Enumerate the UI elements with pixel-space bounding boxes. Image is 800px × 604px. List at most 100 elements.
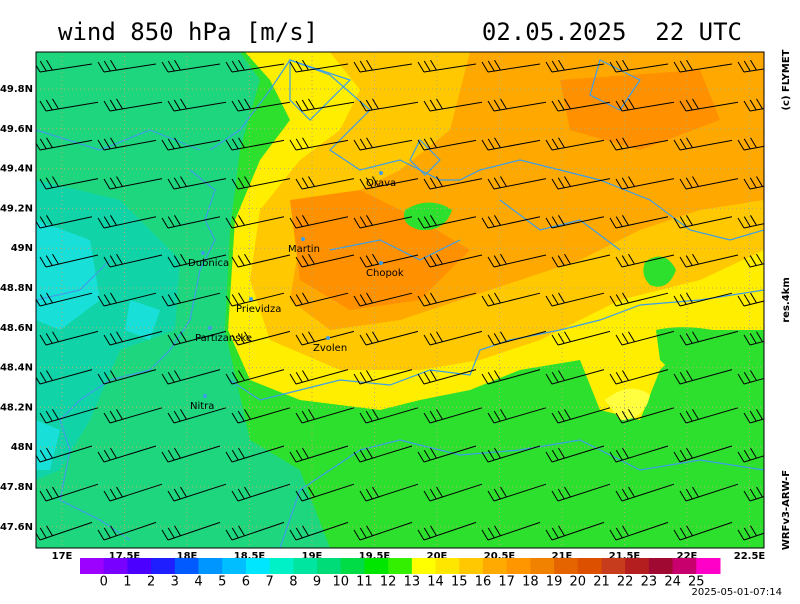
colorbar-label: 11 [356, 575, 373, 590]
wind-barb [161, 292, 221, 307]
wind-barb [737, 292, 764, 307]
border [279, 439, 764, 548]
wind-barb [359, 407, 419, 424]
colorbar-swatch [506, 558, 531, 574]
wind-barb [615, 407, 675, 424]
wind-barb [417, 137, 477, 151]
lat-label: 48.2N [0, 402, 33, 413]
colorbar-swatch [127, 558, 152, 574]
wind-barb [609, 521, 669, 541]
colorbar-swatch [672, 558, 697, 574]
wind-barb [673, 215, 733, 229]
colorbar-label: 13 [404, 575, 421, 590]
city-label: Partizanske [195, 333, 252, 344]
wind-barb [225, 369, 285, 385]
colorbar-swatch [388, 558, 413, 574]
wind-barb [231, 98, 291, 112]
city-dot [201, 251, 205, 255]
wind-barb [743, 253, 764, 268]
wind-barb [481, 215, 541, 229]
wind-barb [609, 59, 669, 73]
wind-barb [487, 176, 547, 190]
colorbar-label: 14 [427, 575, 444, 590]
wind-barb [36, 369, 93, 385]
colorbar-label: 8 [289, 575, 297, 590]
wind-barb [737, 59, 764, 73]
wind-barb [673, 521, 733, 541]
wind-barb [487, 407, 547, 424]
wind-barb [679, 176, 739, 190]
wind-barb [167, 98, 227, 112]
wind-barb [36, 292, 93, 307]
wind-barb [97, 292, 157, 307]
field-patch [605, 388, 650, 420]
colorbar-label: 9 [313, 575, 321, 590]
colorbar-label: 16 [475, 575, 492, 590]
wind-barb [481, 137, 541, 151]
wind-barb [481, 292, 541, 307]
lon-label: 18E [177, 551, 198, 562]
copyright: (c) FLYMET [781, 49, 792, 110]
wind-barb [167, 407, 227, 424]
field-lowest [36, 220, 160, 470]
wind-barb [423, 98, 483, 112]
colorbar-label: 25 [688, 575, 705, 590]
wind-barb [225, 59, 285, 73]
wind-barb [295, 483, 355, 502]
city-label: Prievidza [236, 304, 281, 315]
wind-barb [295, 98, 355, 112]
wind-barbs [36, 59, 764, 541]
wind-barb [359, 253, 419, 268]
wind-barb [417, 292, 477, 307]
city-dot [249, 297, 253, 301]
wind-barb [36, 521, 93, 541]
map-datetime: 02.05.2025 22 UTC [482, 18, 742, 46]
lat-label: 49.6N [0, 124, 33, 135]
colorbar-swatch [151, 558, 176, 574]
city-label: Chopok [366, 268, 404, 279]
wind-barb [615, 483, 675, 502]
wind-barb [417, 521, 477, 541]
wind-barb [97, 521, 157, 541]
colorbar-label: 4 [194, 575, 202, 590]
wind-barb [423, 176, 483, 190]
colorbar-swatch [577, 558, 602, 574]
lon-label: 21E [552, 551, 573, 562]
wind-barb [551, 483, 611, 502]
wind-barb [679, 407, 739, 424]
lat-label: 47.6N [0, 522, 33, 533]
wind-barb [36, 215, 93, 229]
wind-barb [737, 525, 764, 541]
colorbar-swatch [459, 558, 484, 574]
wind-barb [103, 98, 163, 112]
wind-barb [97, 445, 157, 463]
wind-barb [97, 369, 157, 385]
city-dot [379, 261, 383, 265]
wind-barb [289, 369, 349, 385]
lat-label: 47.8N [0, 482, 33, 493]
colorbar-swatch [340, 558, 365, 574]
lat-label: 48.4N [0, 363, 33, 374]
wind-barb [225, 445, 285, 463]
wind-barb [423, 330, 483, 346]
wind-barb [289, 59, 349, 73]
wind-barb [743, 331, 764, 346]
colorbar: 0 1 2 3 4 5 6 7 8 9 10 11 12 13 14 15 16 17 18 19 20 21 22 23 24… [80, 558, 721, 590]
wind-barb [417, 215, 477, 229]
colorbar-label: 24 [664, 575, 681, 590]
wind-barb [545, 215, 605, 229]
wind-barb [295, 253, 355, 268]
wind-barb [679, 330, 739, 346]
colorbar-swatch [174, 558, 200, 574]
city-label: Zvolen [313, 343, 347, 354]
wind-barb [97, 215, 157, 229]
colorbar-label: 19 [546, 575, 563, 590]
city-dot [208, 326, 212, 330]
wind-barb [353, 59, 413, 73]
wind-barb [289, 137, 349, 151]
wind-barb [353, 215, 413, 229]
wind-barb [423, 253, 483, 268]
wind-barb [103, 176, 163, 190]
wind-barb [481, 59, 541, 73]
wind-barb [743, 98, 764, 112]
